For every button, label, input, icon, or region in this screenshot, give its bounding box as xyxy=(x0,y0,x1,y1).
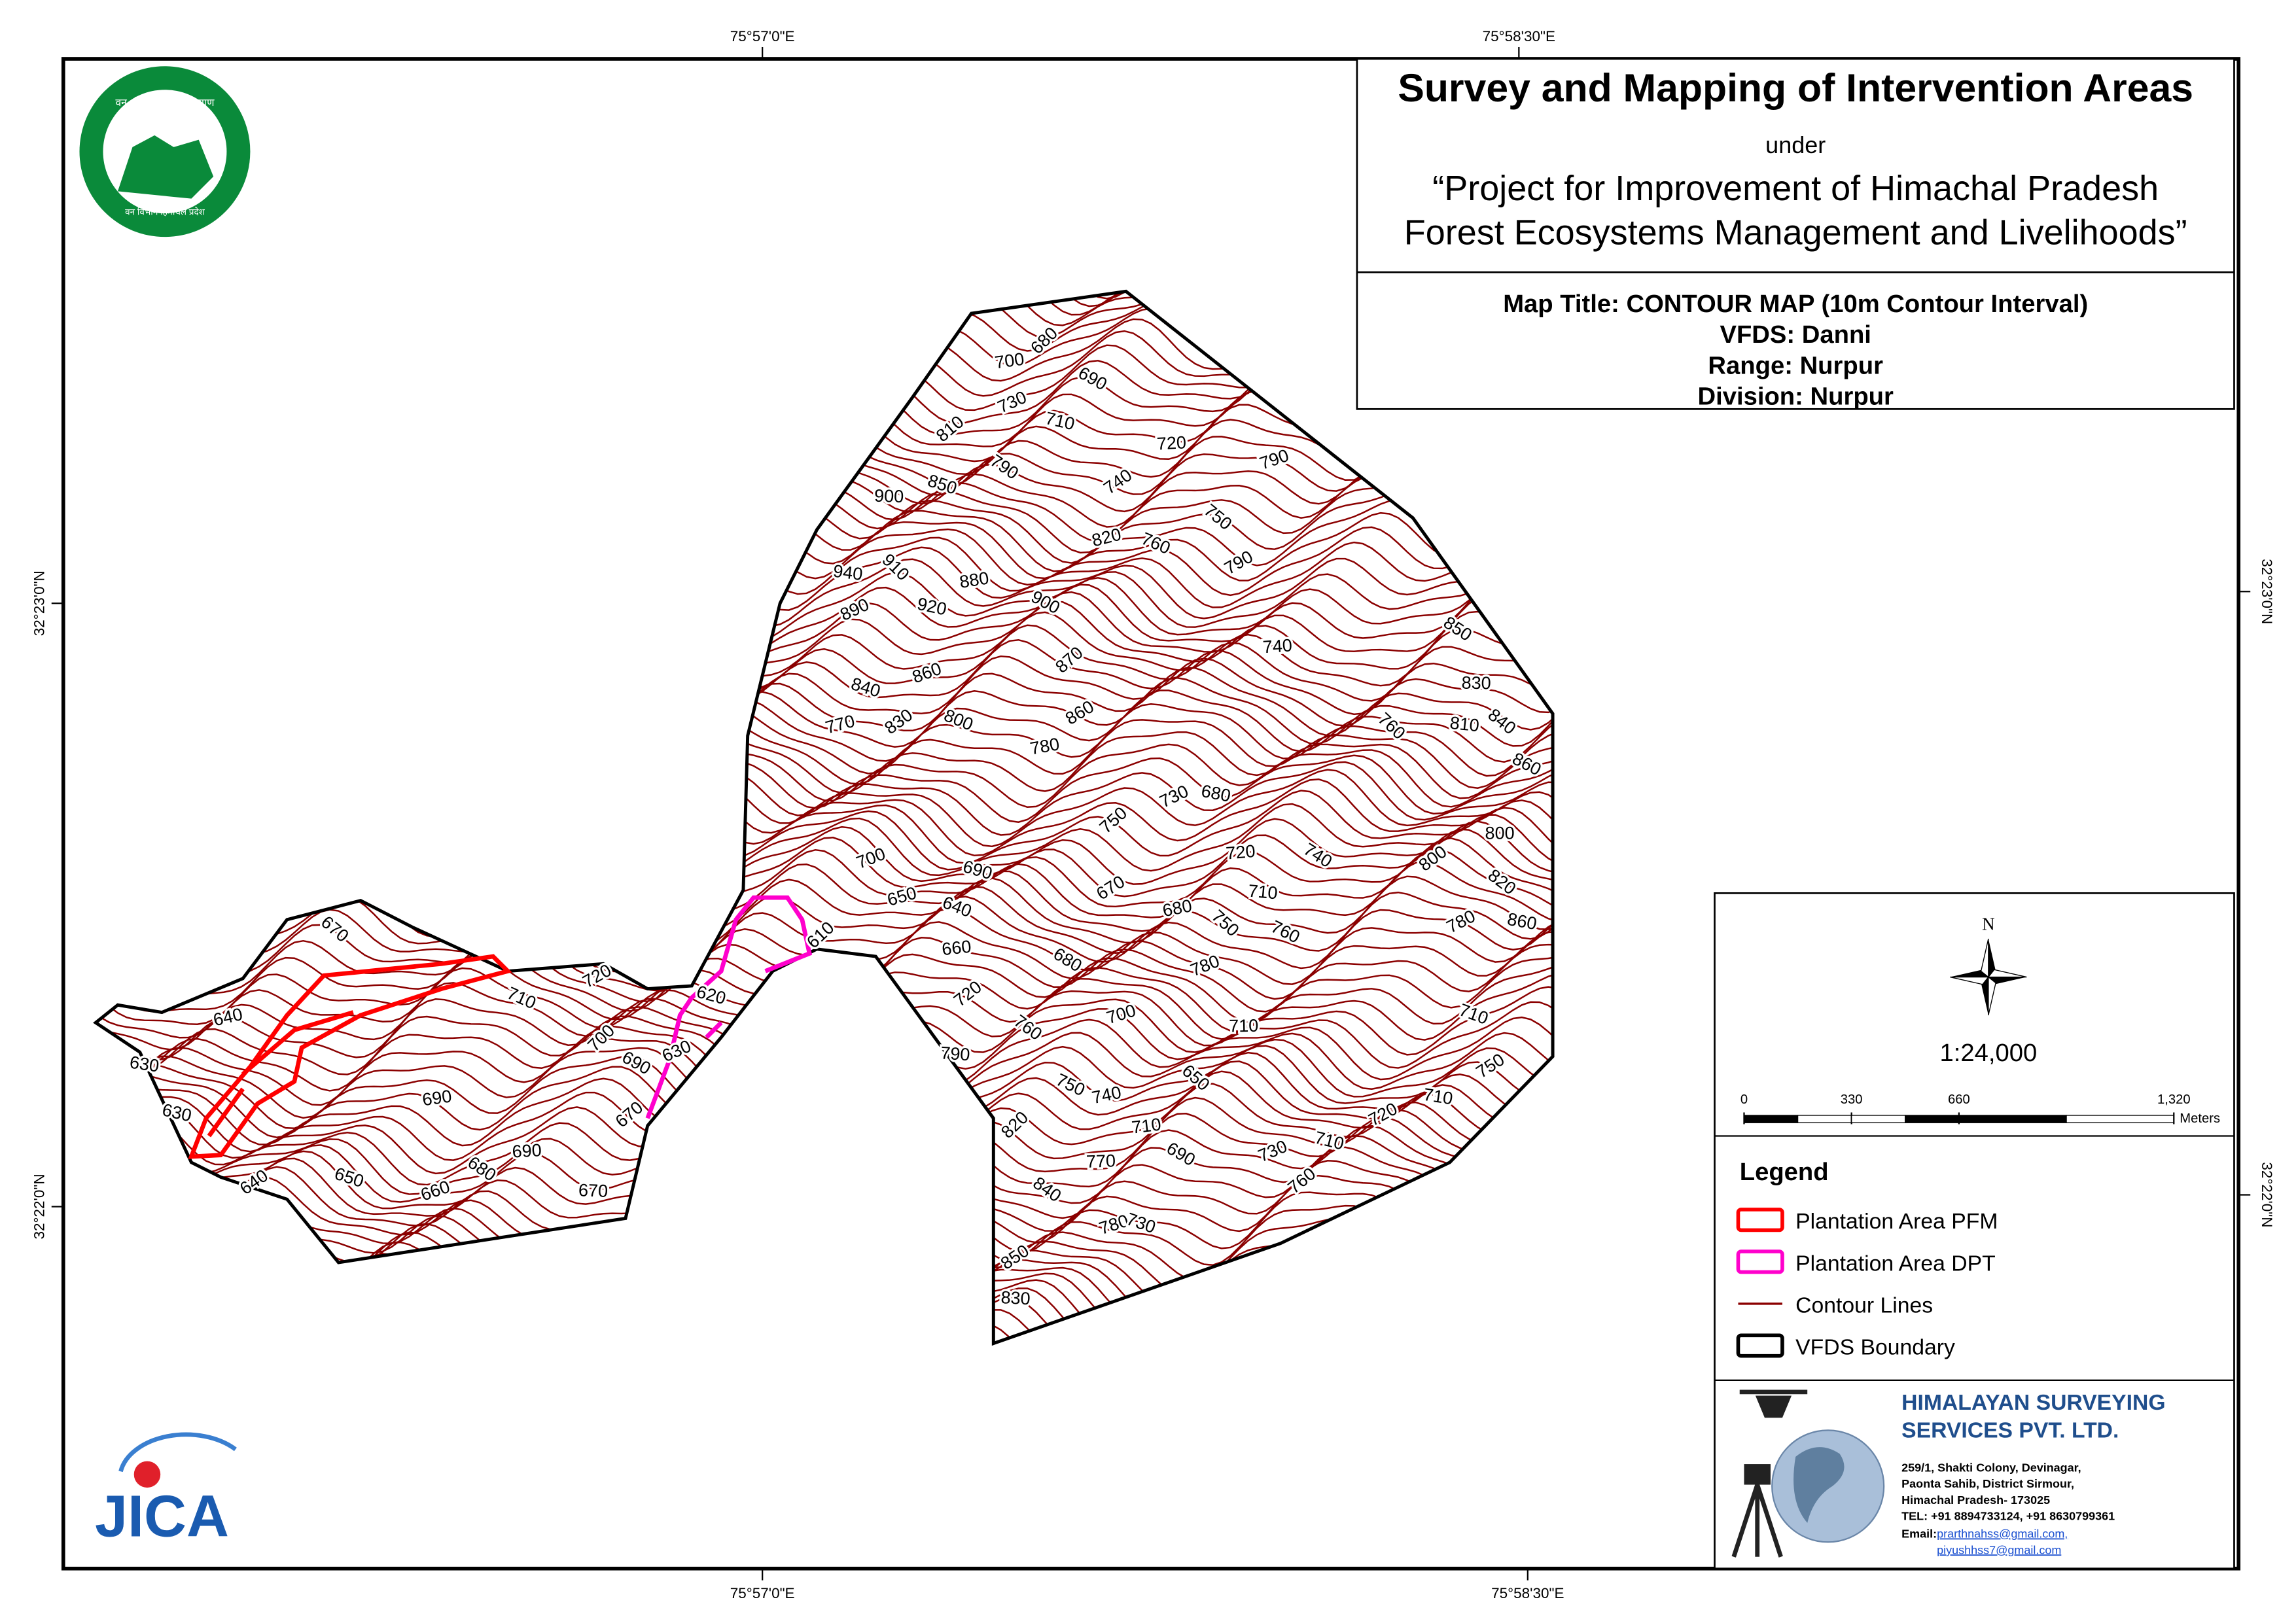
legend-label: Plantation Area PFM xyxy=(1795,1209,1998,1234)
contour-label: 830 xyxy=(1461,673,1491,693)
coord-label: 32°22'0"N xyxy=(2259,1162,2275,1227)
coord-label: 32°23'0"N xyxy=(31,570,48,636)
scale-ratio: 1:24,000 xyxy=(1939,1039,2037,1067)
plantation-pfm xyxy=(188,954,512,1159)
scale-tick-label: 0 xyxy=(1740,1092,1748,1107)
contour-label: 830 xyxy=(1000,1287,1031,1308)
legend-label: Plantation Area DPT xyxy=(1795,1251,1996,1276)
scale-segment xyxy=(1958,1115,2067,1123)
contour-label: 710 xyxy=(1247,881,1278,903)
contour-label: 720 xyxy=(1225,841,1256,864)
legend-label: Contour Lines xyxy=(1795,1293,1933,1318)
compass-light xyxy=(1950,938,2027,1016)
plantation-dpt xyxy=(645,895,813,1119)
scale-tick-label: 330 xyxy=(1841,1092,1863,1107)
scale-tick-label: 1,320 xyxy=(2157,1092,2191,1107)
email-link[interactable]: prarthnahss@gmail.com, xyxy=(1937,1527,2068,1541)
contour-label: 660 xyxy=(941,937,972,960)
camera xyxy=(1744,1464,1771,1485)
contour-label: 690 xyxy=(512,1140,542,1161)
north-arrow xyxy=(1950,938,2027,1016)
email-label: Email: xyxy=(1901,1527,1937,1541)
scale-segment xyxy=(1797,1115,1852,1123)
coord-label: 32°23'0"N xyxy=(2259,559,2275,624)
address-line: Paonta Sahib, District Sirmour, xyxy=(1901,1477,2074,1490)
address-line: 259/1, Shakti Colony, Devinagar, xyxy=(1901,1461,2081,1474)
map-frame xyxy=(61,57,2241,1571)
company-name: SERVICES PVT. LTD. xyxy=(1901,1418,2119,1443)
graticule xyxy=(51,46,2251,1580)
division: Division: Nurpur xyxy=(1698,383,1894,411)
vfds-boundary xyxy=(93,289,1555,1346)
scale-segment xyxy=(2066,1115,2174,1123)
forest-logo: वन श्री प्राण, विश्व कल्याण वन विभाग हिम… xyxy=(79,66,251,237)
contour-label: 790 xyxy=(940,1043,970,1064)
project-line: Forest Ecosystems Management and Livelih… xyxy=(1404,213,2187,252)
title-box xyxy=(1356,58,2235,410)
scale-tick-label: 660 xyxy=(1948,1092,1970,1107)
legend-swatch xyxy=(1736,1208,1784,1232)
jica-text: JICA xyxy=(95,1484,229,1549)
project-line: “Project for Improvement of Himachal Pra… xyxy=(1432,169,2159,208)
contour-label: 770 xyxy=(1086,1151,1116,1172)
contour-label: 860 xyxy=(1506,909,1538,934)
contour-label: 810 xyxy=(1449,713,1480,736)
jica-dot xyxy=(133,1461,161,1488)
globe-land xyxy=(1793,1447,1845,1524)
contour-label: 630 xyxy=(128,1053,160,1076)
coord-label: 75°58'30"E xyxy=(1491,1585,1564,1601)
coord-label: 75°58'30"E xyxy=(1483,28,1555,44)
subtitle: under xyxy=(1765,131,1826,158)
coord-label: 75°57'0"E xyxy=(730,1585,795,1601)
scale-segment xyxy=(1905,1115,1960,1123)
company-name: HIMALAYAN SURVEYING xyxy=(1901,1390,2165,1415)
coord-label: 32°22'0"N xyxy=(31,1174,48,1239)
legend-swatch xyxy=(1736,1249,1784,1274)
north-label: N xyxy=(1982,915,1995,934)
address-line: Himachal Pradesh- 173025 xyxy=(1901,1493,2050,1507)
company-address: 259/1, Shakti Colony, Devinagar, Paonta S… xyxy=(1901,1461,2115,1522)
legend-swatch xyxy=(1736,1333,1784,1358)
vfds: VFDS: Danni xyxy=(1720,321,1871,349)
jica-arc xyxy=(118,1432,237,1473)
logo-text: वन विभाग हिमाचल प्रदेश xyxy=(125,206,205,217)
tripod xyxy=(1731,1484,1783,1558)
legend-title: Legend xyxy=(1740,1158,1829,1186)
contour-label: 710 xyxy=(1229,1016,1259,1036)
contour-label: 740 xyxy=(1262,635,1293,657)
map-title: Map Title: CONTOUR MAP (10m Contour Inte… xyxy=(1503,290,2088,318)
contour-label: 800 xyxy=(1485,823,1515,843)
email-link[interactable]: piyushhss7@gmail.com xyxy=(1937,1543,2061,1556)
legend-label: VFDS Boundary xyxy=(1795,1335,1955,1359)
coord-label: 75°57'0"E xyxy=(730,28,795,44)
legend: Plantation Area PFM Plantation Area DPT Co… xyxy=(1736,1208,1998,1359)
logo-text: वन श्री प्राण, विश्व कल्याण xyxy=(115,96,215,109)
jica-logo: JICA xyxy=(95,1432,237,1549)
contour-label: 720 xyxy=(1156,432,1187,453)
range: Range: Nurpur xyxy=(1708,351,1883,379)
scale-segment xyxy=(1851,1115,1906,1123)
contour-label: 900 xyxy=(874,486,904,507)
company-logo xyxy=(1731,1389,1885,1558)
scale-bar: 0 330 660 1,320 Meters xyxy=(1740,1092,2220,1126)
contour-label: 690 xyxy=(421,1086,453,1109)
logo-map xyxy=(117,135,214,199)
contour-label: 700 xyxy=(993,349,1025,372)
contour-label: 940 xyxy=(832,561,864,584)
contour-label: 670 xyxy=(578,1180,609,1201)
drone xyxy=(1739,1389,1808,1418)
address-line: TEL: +91 8894733124, +91 8630799361 xyxy=(1901,1510,2115,1523)
scale-unit: Meters xyxy=(2180,1111,2220,1126)
contour-label: 710 xyxy=(1131,1114,1162,1137)
scale-segment xyxy=(1743,1115,1799,1123)
title: Survey and Mapping of Intervention Areas xyxy=(1398,65,2193,110)
